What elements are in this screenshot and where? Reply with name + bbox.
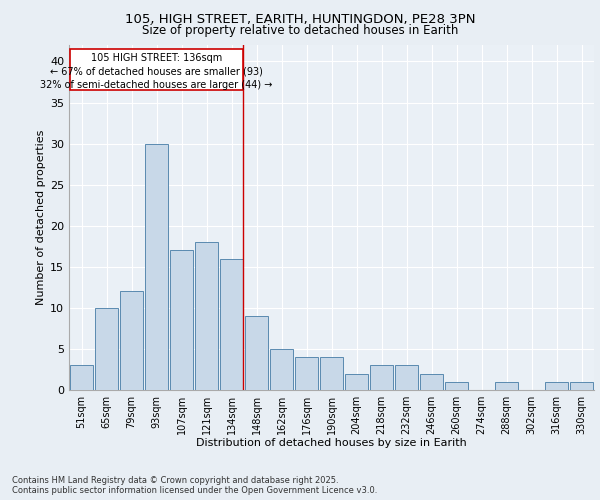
FancyBboxPatch shape <box>70 49 243 90</box>
Bar <box>170 250 193 390</box>
Bar <box>345 374 368 390</box>
Bar <box>370 366 393 390</box>
Text: ← 67% of detached houses are smaller (93): ← 67% of detached houses are smaller (93… <box>50 66 263 76</box>
X-axis label: Distribution of detached houses by size in Earith: Distribution of detached houses by size … <box>196 438 467 448</box>
Bar <box>195 242 218 390</box>
Bar <box>220 258 243 390</box>
Bar <box>420 374 443 390</box>
Text: Size of property relative to detached houses in Earith: Size of property relative to detached ho… <box>142 24 458 37</box>
Bar <box>245 316 268 390</box>
Bar <box>295 357 318 390</box>
Text: Contains HM Land Registry data © Crown copyright and database right 2025.
Contai: Contains HM Land Registry data © Crown c… <box>12 476 377 495</box>
Bar <box>320 357 343 390</box>
Bar <box>70 366 93 390</box>
Text: 32% of semi-detached houses are larger (44) →: 32% of semi-detached houses are larger (… <box>40 80 272 90</box>
Bar <box>545 382 568 390</box>
Bar <box>145 144 168 390</box>
Bar <box>270 349 293 390</box>
Bar <box>95 308 118 390</box>
Bar <box>495 382 518 390</box>
Bar <box>395 366 418 390</box>
Bar <box>445 382 468 390</box>
Text: 105 HIGH STREET: 136sqm: 105 HIGH STREET: 136sqm <box>91 53 222 63</box>
Text: 105, HIGH STREET, EARITH, HUNTINGDON, PE28 3PN: 105, HIGH STREET, EARITH, HUNTINGDON, PE… <box>125 12 475 26</box>
Bar <box>570 382 593 390</box>
Bar <box>120 292 143 390</box>
Y-axis label: Number of detached properties: Number of detached properties <box>36 130 46 305</box>
